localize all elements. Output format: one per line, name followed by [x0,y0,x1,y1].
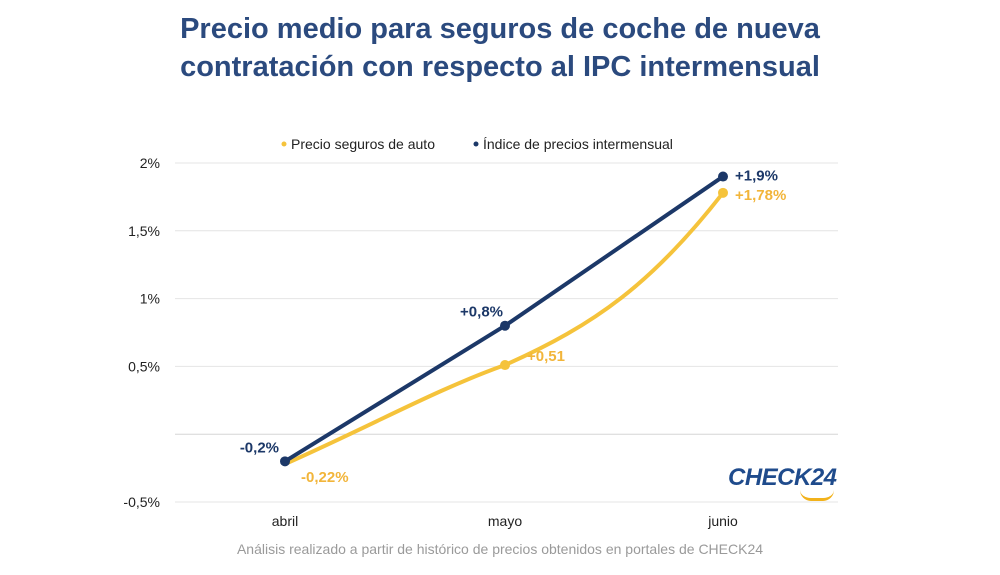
check24-logo: CHECK24 [728,464,837,491]
legend-marker-seguros [281,141,287,147]
data-labels: -0,22% +0,51 +1,78% -0,2% +0,8% +1,9% [240,168,786,486]
data-label-seguros: +0,51 [527,348,565,365]
legend-marker-ipc [473,141,479,147]
legend: Precio seguros de auto Índice de precios … [281,136,673,152]
series-layer [280,171,728,467]
legend-label-seguros: Precio seguros de auto [291,136,435,152]
y-tick-label: 1,5% [128,223,160,239]
point-ipc [718,171,728,182]
series-line-ipc [283,174,725,464]
point-ipc [500,320,510,331]
footer-note: Análisis realizado a partir de histórico… [236,541,764,557]
point-ipc [280,456,290,467]
point-seguros [500,360,510,371]
legend-label-ipc: Índice de precios intermensual [483,136,673,152]
x-tick-label: mayo [488,513,522,529]
grid-layer [175,162,838,503]
check24-logo-swoosh [800,490,834,501]
data-label-ipc: -0,2% [240,439,279,456]
chart-title-line2: contratación con respecto al IPC interme… [180,51,820,83]
y-tick-label: -0,5% [123,494,160,510]
x-tick-label: junio [707,513,738,529]
y-tick-label: 1% [140,291,160,307]
x-tick-label: abril [272,513,298,529]
x-axis: abril mayo junio [272,513,738,529]
data-label-seguros: -0,22% [301,469,349,486]
point-seguros [718,187,728,198]
data-label-ipc: +1,9% [735,168,778,185]
y-axis: 2% 1,5% 1% 0,5% -0,5% [123,155,160,510]
y-tick-label: 2% [140,155,160,171]
y-tick-label: 0,5% [128,358,160,374]
chart-title: Precio medio para seguros de coche de nu… [60,10,940,86]
data-label-ipc: +0,8% [460,304,503,321]
chart-title-line1: Precio medio para seguros de coche de nu… [180,13,820,45]
data-label-seguros: +1,78% [735,187,786,204]
